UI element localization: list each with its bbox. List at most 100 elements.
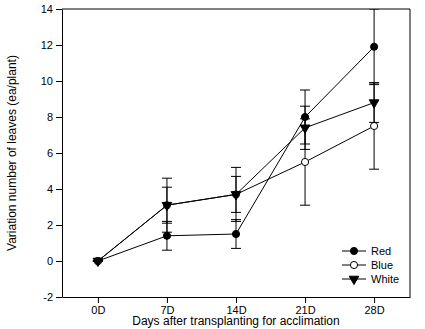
y-tick-mark [56, 189, 62, 190]
point [232, 230, 239, 237]
point [93, 258, 103, 266]
point [300, 125, 310, 133]
error-bar-cap [162, 250, 172, 251]
y-tick: 2 [47, 219, 62, 231]
x-tick: 28D [365, 297, 385, 316]
series [93, 83, 379, 265]
error-bar [231, 176, 241, 212]
y-tick-label: 4 [47, 183, 53, 195]
x-tick: 7D [160, 297, 174, 316]
error-bar-cap [369, 82, 379, 83]
legend-marker [350, 261, 357, 268]
y-tick-label: 2 [47, 219, 53, 231]
error-bar [300, 106, 310, 149]
x-axis-title: Days after transplanting for acclimation [132, 314, 339, 328]
x-tick-mark [236, 297, 237, 303]
y-tick-mark [56, 117, 62, 118]
y-tick: 8 [47, 111, 62, 123]
y-tick-mark [56, 81, 62, 82]
error-bar-cap [231, 248, 241, 249]
marker [371, 43, 378, 50]
marker [93, 258, 103, 266]
error-bar-cap [369, 122, 379, 123]
x-tick-mark [98, 297, 99, 303]
x-tick: 0D [91, 297, 105, 316]
y-tick-label: 8 [47, 111, 53, 123]
error-bar-cap [162, 178, 172, 179]
legend-label: Red [371, 245, 391, 257]
y-tick: 10 [41, 75, 62, 87]
frame-right [410, 9, 411, 297]
error-bar [369, 83, 379, 123]
x-tick-label: 0D [91, 304, 105, 316]
x-tick-label: 28D [365, 304, 385, 316]
marks [93, 9, 379, 267]
series [93, 9, 379, 265]
error-bar-cap [369, 9, 379, 10]
error-bar-cap [231, 176, 241, 177]
legend: Red Blue White [342, 245, 399, 285]
legend-label: White [371, 273, 399, 285]
legend-marker [349, 276, 359, 284]
error-bar [162, 187, 172, 223]
plot: -2024681012140D7D14D21D28DRedBlueWhite [41, 3, 411, 316]
marker [162, 202, 172, 210]
marker [163, 232, 170, 239]
y-tick: -2 [43, 291, 62, 303]
y-tick: 0 [47, 255, 62, 267]
point [369, 100, 379, 108]
legend-entry: Red [342, 245, 391, 257]
y-axis-title: Variation number of leaves (ea/plant) [5, 55, 19, 251]
point [162, 202, 172, 210]
error-bar-cap [300, 90, 310, 91]
x-axis: 0D7D14D21D28D [63, 297, 411, 316]
error-bar-cap [300, 106, 310, 107]
y-axis: -2 0 2 4 6 8 10 12 14 [41, 3, 63, 303]
error-bar [231, 220, 241, 249]
y-tick: 4 [47, 183, 62, 195]
error-bar [162, 178, 172, 232]
legend-symbol [350, 247, 357, 254]
y-tick: 12 [41, 39, 62, 51]
line [98, 103, 374, 261]
marker [369, 100, 379, 108]
x-tick-mark [305, 297, 306, 303]
y-tick-mark [56, 45, 62, 46]
error-bar-cap [231, 212, 241, 213]
y-tick-label: 14 [41, 3, 53, 15]
y-axis-line [62, 10, 63, 298]
marker [371, 122, 378, 129]
y-tick-label: -2 [43, 291, 53, 303]
frame-top [62, 9, 410, 10]
point [371, 43, 378, 50]
y-tick-mark [56, 153, 62, 154]
error-bar [369, 83, 379, 169]
y-tick-label: 6 [47, 147, 53, 159]
legend-entry: White [342, 273, 399, 285]
y-tick-mark [56, 297, 62, 298]
error-bar-cap [231, 221, 241, 222]
y-tick: 14 [41, 3, 62, 15]
legend-label: Blue [371, 259, 393, 271]
y-tick-label: 12 [41, 39, 53, 51]
y-tick-mark [56, 261, 62, 262]
x-tick-mark [374, 297, 375, 303]
error-bar-cap [162, 187, 172, 188]
error-bar [231, 167, 241, 221]
y-tick-mark [56, 9, 62, 10]
error-bar-cap [162, 223, 172, 224]
point [371, 122, 378, 129]
x-tick-mark [167, 297, 168, 303]
y-tick-label: 0 [47, 255, 53, 267]
x-tick: 21D [295, 297, 315, 316]
line [98, 47, 374, 261]
marker [301, 158, 308, 165]
error-bar-cap [231, 167, 241, 168]
point [301, 158, 308, 165]
series [93, 83, 379, 267]
error-bar-cap [300, 149, 310, 150]
point [163, 232, 170, 239]
marker [232, 230, 239, 237]
marker [231, 192, 241, 200]
legend-marker [350, 247, 357, 254]
